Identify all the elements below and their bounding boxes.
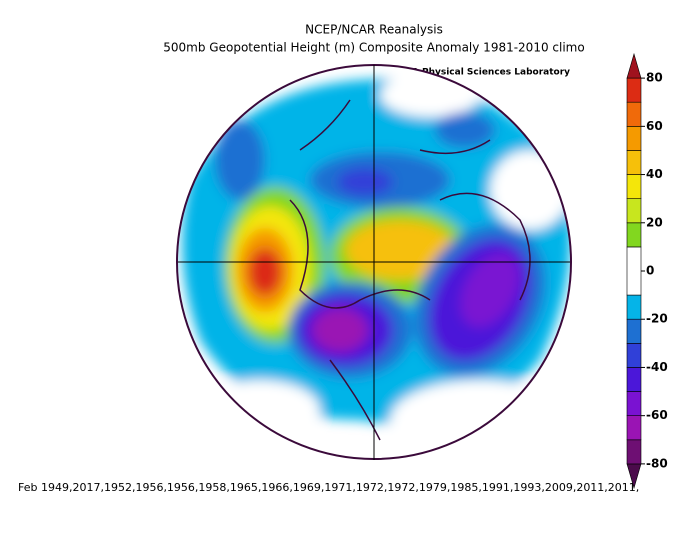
colorbar-segment [626, 52, 642, 79]
colorbar-segment [626, 174, 642, 199]
colorbar-segment [626, 367, 642, 392]
colorbar-tick-label: -80 [646, 456, 668, 470]
colorbar-segment [626, 415, 642, 441]
colorbar-tick-label: -60 [646, 408, 668, 422]
colorbar-tick-label: 0 [646, 264, 654, 278]
colorbar-segment [626, 150, 642, 175]
subtitle: 500mb Geopotential Height (m) Composite … [163, 41, 584, 55]
colorbar-tick-label: -20 [646, 312, 668, 326]
colorbar-segment [626, 77, 642, 103]
colorbar-tick-label: 80 [646, 71, 663, 85]
credit: NOAA Physical Sciences Laboratory [390, 68, 570, 78]
colorbar-tick-label: 60 [646, 119, 663, 133]
colorbar: 80 60 40 20 0 -20 -40 -60 -80 [626, 52, 668, 490]
colorbar-segment [626, 343, 642, 368]
colorbar-segment [626, 391, 642, 416]
colorbar-segment [626, 294, 642, 320]
colorbar-tick-label: 40 [646, 167, 663, 181]
anomaly-map [177, 65, 571, 459]
colorbar-segment [626, 246, 642, 296]
title: NCEP/NCAR Reanalysis [305, 23, 443, 37]
colorbar-segment [626, 101, 642, 127]
colorbar-segment [626, 439, 642, 465]
colorbar-segment [626, 198, 642, 224]
colorbar-segment [626, 126, 642, 151]
colorbar-segment [626, 222, 642, 248]
caption: Feb 1949,2017,1952,1956,1956,1958,1965,1… [18, 481, 639, 494]
colorbar-tick-label: 20 [646, 215, 663, 229]
colorbar-tick-label: -40 [646, 360, 668, 374]
colorbar-segment [626, 318, 642, 344]
